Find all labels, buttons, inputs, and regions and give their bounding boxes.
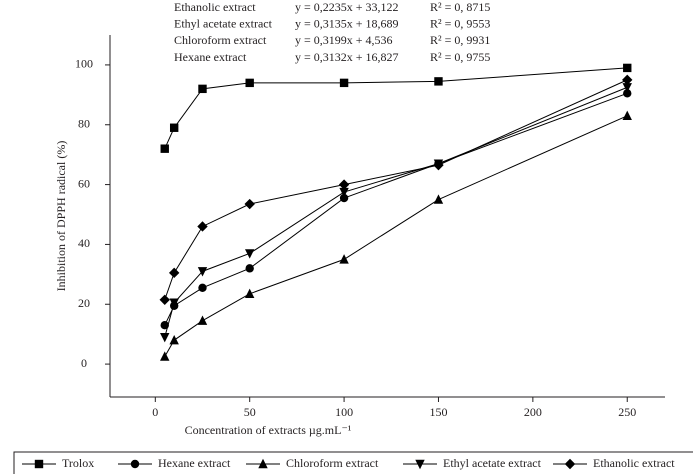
equation-name: Ethanolic extract <box>174 0 256 14</box>
series-line <box>164 79 628 300</box>
legend-label: Ethanolic extract <box>593 456 675 470</box>
data-point <box>160 332 170 343</box>
series-line <box>164 115 628 357</box>
y-tick-label: 20 <box>78 296 90 310</box>
legend-marker <box>415 459 425 470</box>
legend-label: Hexane extract <box>158 456 231 470</box>
y-tick-label: 0 <box>81 356 87 370</box>
equation-equation: y = 0,3199x + 4,536 <box>295 33 393 47</box>
data-point <box>198 283 207 293</box>
data-point <box>244 249 255 259</box>
data-point <box>434 77 443 86</box>
legend-marker <box>564 458 576 470</box>
y-axis-label: Inhibition of DPPH radical (%) <box>54 141 68 292</box>
x-axis-label: Concentration of extracts µg.mL⁻¹ <box>185 423 352 437</box>
equation-name: Hexane extract <box>174 50 247 64</box>
y-tick-label: 60 <box>78 176 90 190</box>
data-point <box>197 267 208 277</box>
data-point <box>160 320 169 330</box>
legend-box <box>13 451 693 474</box>
equation-equation: y = 0,3132x + 16,827 <box>295 50 399 64</box>
equation-name: Ethyl acetate extract <box>174 16 273 30</box>
equation-equation: y = 0,2235x + 33,122 <box>295 0 399 14</box>
equation-r2: R² = 0, 9553 <box>430 16 490 30</box>
equation-equation: y = 0,3135x + 18,689 <box>295 16 399 30</box>
data-point <box>622 74 633 86</box>
data-point <box>159 294 170 305</box>
data-point <box>160 351 170 361</box>
data-point <box>339 78 349 88</box>
equation-r2: R² = 0, 9755 <box>430 50 490 64</box>
equation-name: Chloroform extract <box>174 33 267 47</box>
data-point <box>622 110 632 120</box>
legend-marker <box>130 459 140 469</box>
data-point <box>339 193 349 203</box>
x-tick-label: 50 <box>244 405 256 419</box>
data-point <box>168 267 180 279</box>
data-point <box>197 221 208 232</box>
data-point <box>623 89 632 98</box>
x-tick-label: 250 <box>618 405 636 419</box>
data-point <box>244 288 255 298</box>
series-line <box>164 67 628 149</box>
data-point <box>160 144 169 153</box>
data-point <box>433 194 444 204</box>
data-point <box>169 123 179 132</box>
y-tick-label: 80 <box>78 117 90 131</box>
data-point <box>623 63 632 73</box>
data-point <box>433 159 444 171</box>
equation-r2: R² = 0, 8715 <box>430 0 490 14</box>
data-point <box>245 264 254 273</box>
legend-label: Chloroform extract <box>286 456 379 470</box>
legend-marker <box>258 458 268 469</box>
x-tick-label: 150 <box>429 405 447 419</box>
data-point <box>339 254 349 264</box>
data-point <box>169 334 179 345</box>
legend-label: Trolox <box>62 456 94 470</box>
data-point <box>245 78 254 88</box>
y-tick-label: 100 <box>75 57 93 71</box>
data-point <box>197 315 208 325</box>
x-tick-label: 200 <box>524 405 542 419</box>
data-point <box>338 179 350 190</box>
series-line <box>164 86 628 338</box>
data-point <box>198 84 207 94</box>
y-tick-label: 40 <box>78 236 90 250</box>
equation-r2: R² = 0, 9931 <box>430 33 490 47</box>
legend-label: Ethyl acetate extract <box>443 456 542 470</box>
data-point <box>339 187 349 198</box>
data-point <box>169 298 179 308</box>
data-point <box>622 83 632 93</box>
data-point <box>244 198 255 210</box>
legend-marker <box>34 459 44 469</box>
series-line <box>164 92 628 326</box>
x-tick-label: 100 <box>335 405 353 419</box>
x-tick-label: 0 <box>152 405 158 419</box>
